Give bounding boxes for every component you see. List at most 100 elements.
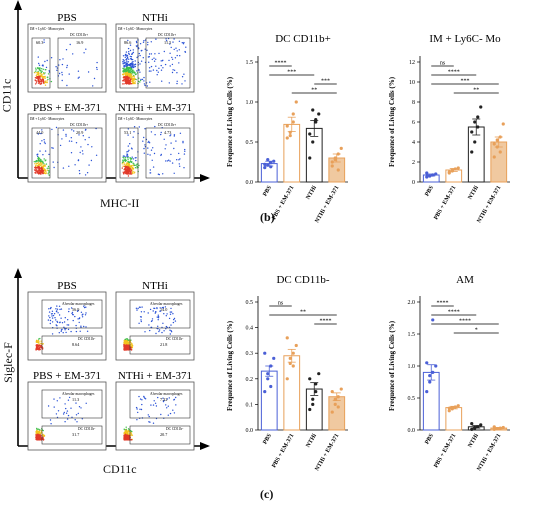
flow-dot <box>165 404 167 406</box>
flow-dot <box>128 53 130 55</box>
flow-dot <box>63 326 65 328</box>
flow-dot <box>123 347 125 349</box>
flow-dot <box>36 346 38 348</box>
flow-dot <box>49 322 51 325</box>
data-point <box>473 140 477 144</box>
flow-dot <box>148 61 150 63</box>
flow-dot <box>129 160 132 162</box>
flow-dot <box>125 172 128 175</box>
flow-dot <box>39 345 41 347</box>
data-point <box>495 138 499 142</box>
flow-dot <box>36 171 39 173</box>
flow-dot <box>35 80 38 82</box>
x-tick-label: PBS <box>262 184 273 197</box>
flow-dot <box>36 429 38 432</box>
flow-b-val-left-3: 53.1 <box>124 130 131 135</box>
flow-dot <box>158 52 160 55</box>
flow-dot <box>138 322 140 324</box>
flow-dot <box>123 163 125 165</box>
flow-dot <box>172 321 175 324</box>
flow-dot <box>170 153 172 156</box>
flow-dot <box>127 338 129 341</box>
flow-dot <box>85 306 87 308</box>
flow-dot <box>122 76 125 79</box>
flow-dot <box>129 143 131 145</box>
flow-dot <box>133 131 135 133</box>
flow-dot <box>147 153 149 155</box>
flow-b-gate-left-label-3: IM + Ly6C- Monocytes <box>118 117 153 121</box>
flow-c-val-top-3: 7.22 <box>160 397 167 402</box>
flow-dot <box>126 168 128 171</box>
flow-dot <box>38 438 40 441</box>
flow-dot <box>37 79 39 82</box>
flow-b-x-arrowhead <box>200 174 210 182</box>
data-point <box>476 425 480 429</box>
flow-dot <box>128 349 130 351</box>
flow-dot <box>56 321 59 323</box>
flow-dot <box>43 139 45 141</box>
y-tick-label: 1.0 <box>408 364 416 370</box>
flow-dot <box>184 148 186 151</box>
flow-dot <box>182 140 184 143</box>
flow-dot <box>125 435 127 437</box>
flow-dot <box>126 153 128 155</box>
y-axis-label: Frequence of Living Cells (%) <box>226 76 234 167</box>
flow-dot <box>127 61 130 63</box>
flow-dot <box>42 64 44 66</box>
flow-dot <box>42 79 45 82</box>
flow-dot <box>44 160 46 162</box>
flow-b-title-2: PBS + EM-371 <box>33 102 101 114</box>
data-point <box>470 427 474 431</box>
flow-dot <box>159 307 161 309</box>
flow-dot <box>149 308 152 311</box>
flow-dot <box>41 129 43 131</box>
flow-dot <box>80 146 82 148</box>
bar <box>283 123 301 183</box>
flow-dot <box>42 172 44 175</box>
flow-dot <box>62 167 65 169</box>
flow-c-title-2: PBS + EM-371 <box>33 370 101 382</box>
data-point <box>425 390 429 394</box>
flow-dot <box>154 307 156 310</box>
flow-dot <box>162 59 164 61</box>
flow-c-gate-top-label-1: Alveolar macrophages <box>150 302 183 306</box>
flow-dot <box>75 414 78 416</box>
flow-b-gate-left-2 <box>31 127 51 179</box>
data-point <box>495 145 499 149</box>
flow-dot <box>148 56 150 58</box>
flow-dot <box>121 167 124 169</box>
flow-b-val-left-0: 60.3 <box>36 40 43 45</box>
flow-dot <box>37 133 39 135</box>
flow-dot <box>151 320 153 322</box>
flow-dot <box>147 141 149 144</box>
flow-dot <box>132 162 134 164</box>
flow-dot <box>46 80 48 82</box>
flow-dot <box>48 167 50 169</box>
flow-dot <box>52 314 55 317</box>
flow-dot <box>126 346 128 348</box>
bar <box>422 371 440 431</box>
flow-dot <box>53 313 56 315</box>
flow-dot <box>85 326 87 328</box>
y-tick-label: 8 <box>412 100 415 106</box>
flow-c-title-0: PBS <box>57 280 77 292</box>
data-point <box>291 351 295 355</box>
flow-dot <box>34 163 36 165</box>
flow-dot <box>38 431 40 433</box>
flow-dot <box>132 158 135 160</box>
flow-dot <box>157 396 159 399</box>
flow-dot <box>122 159 124 161</box>
flow-dot <box>81 150 84 152</box>
flow-dot <box>77 318 79 320</box>
bar <box>490 141 508 183</box>
flow-dot <box>165 144 167 146</box>
flow-dot <box>157 173 160 175</box>
flow-dot <box>36 162 38 165</box>
flow-dot <box>125 51 128 53</box>
flow-dot <box>139 63 141 65</box>
flow-dot <box>37 80 40 83</box>
flow-dot <box>143 136 145 139</box>
flow-b-val-left-2: 44.0 <box>36 130 43 135</box>
flow-dot <box>70 407 72 409</box>
flow-dot <box>127 134 129 136</box>
